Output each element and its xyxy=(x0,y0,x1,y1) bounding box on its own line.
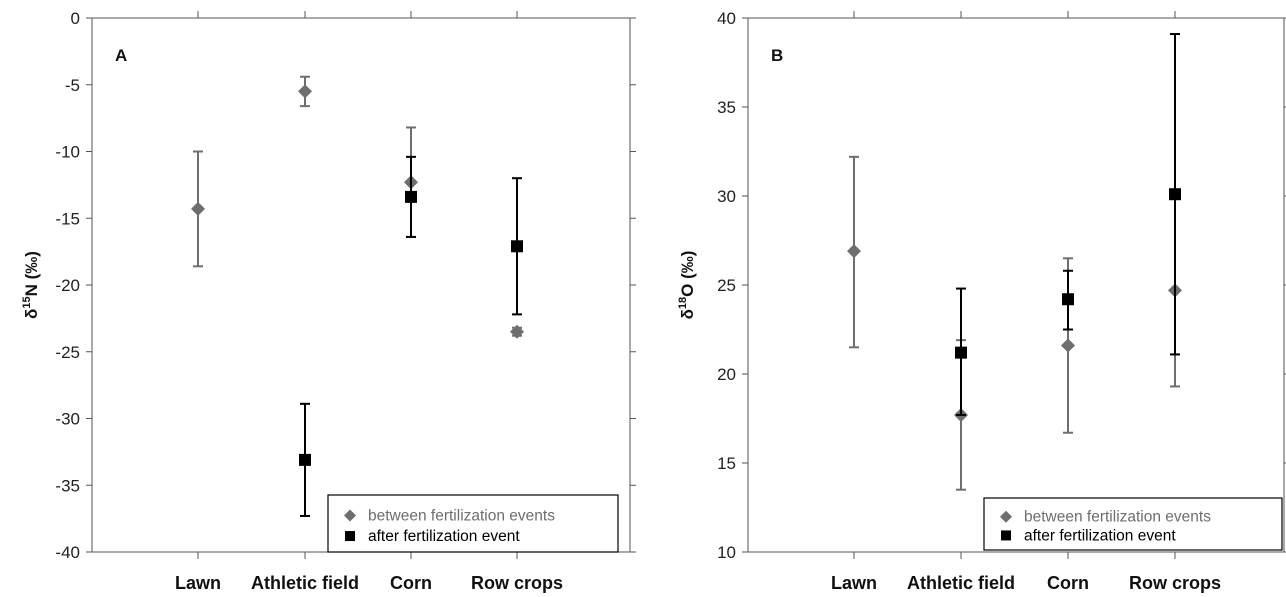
data-point-square xyxy=(511,240,523,253)
y-tick-label: -40 xyxy=(55,543,80,562)
legend-label-after: after fertilization event xyxy=(1024,527,1176,544)
y-tick-label: -5 xyxy=(65,76,80,95)
x-category-label: Lawn xyxy=(831,573,877,593)
legend-label-after: after fertilization event xyxy=(368,528,520,545)
x-category-label: Athletic field xyxy=(251,573,359,593)
y-tick-label: -30 xyxy=(55,410,80,429)
legend-box xyxy=(983,497,1283,551)
y-tick-label: -35 xyxy=(55,476,80,495)
x-category-label: Athletic field xyxy=(907,573,1015,593)
x-category-label: Lawn xyxy=(175,573,221,593)
data-point-square xyxy=(299,453,311,466)
panel-label: B xyxy=(771,46,783,65)
y-tick-label: 10 xyxy=(717,543,736,562)
data-point-square xyxy=(405,190,417,203)
data-point-square xyxy=(1169,188,1181,201)
plot-frame xyxy=(747,17,1285,553)
x-category-label: Row crops xyxy=(1129,573,1221,593)
y-tick-label: 40 xyxy=(717,9,736,28)
y-tick-label: -25 xyxy=(55,343,80,362)
y-tick-label: 35 xyxy=(717,98,736,117)
x-category-label: Row crops xyxy=(471,573,563,593)
legend-label-between: between fertilization events xyxy=(368,508,555,525)
y-tick-label: 20 xyxy=(717,365,736,384)
legend-marker-square xyxy=(1001,530,1011,541)
legend-box xyxy=(327,494,619,553)
y-tick-label: 0 xyxy=(71,9,80,28)
chart-panel-a: 0 -5 -10 -15 -20 -25 -30 -35 -40 Lawn Athletic fie… xyxy=(21,9,636,593)
y-tick-label: -10 xyxy=(55,143,80,162)
y-axis-title: δ15N (‰) xyxy=(21,251,41,319)
y-tick-label: -15 xyxy=(55,209,80,228)
y-tick-label: 25 xyxy=(717,276,736,295)
x-category-label: Corn xyxy=(1047,573,1089,593)
data-point-diamond xyxy=(510,324,524,339)
x-category-label: Corn xyxy=(390,573,432,593)
data-point-diamond xyxy=(847,244,861,259)
y-tick-label: -20 xyxy=(55,276,80,295)
legend-label-between: between fertilization events xyxy=(1024,509,1211,526)
plot-frame xyxy=(91,17,631,553)
y-tick-label: 30 xyxy=(717,187,736,206)
y-tick-label: 15 xyxy=(717,454,736,473)
legend-marker-square xyxy=(345,531,355,542)
panel-label: A xyxy=(115,46,127,65)
y-axis-title: δ18O (‰) xyxy=(677,251,697,320)
data-point-diamond xyxy=(1061,338,1075,353)
data-point-diamond xyxy=(191,201,205,216)
legend-marker-diamond xyxy=(1000,510,1012,523)
legend-marker-diamond xyxy=(344,509,356,522)
data-point-square xyxy=(955,346,967,359)
data-point-diamond xyxy=(298,84,312,99)
chart-panel-b: 10 15 20 25 30 35 40 Lawn Athletic field Corn Row … xyxy=(677,9,1286,593)
data-point-square xyxy=(1062,293,1074,306)
